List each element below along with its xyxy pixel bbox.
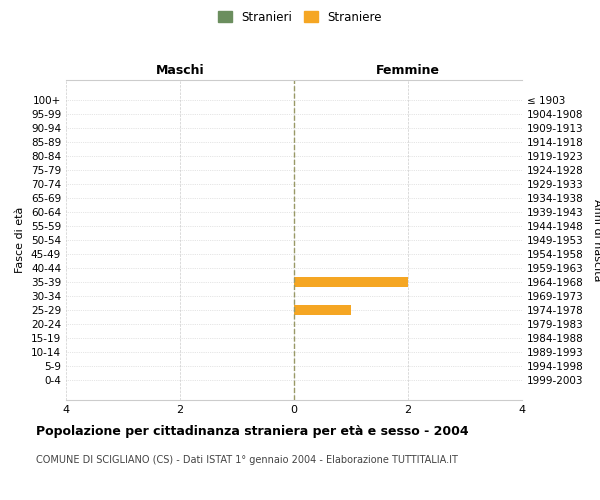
- Y-axis label: Fasce di età: Fasce di età: [16, 207, 25, 273]
- Bar: [294, 305, 351, 316]
- Text: COMUNE DI SCIGLIANO (CS) - Dati ISTAT 1° gennaio 2004 - Elaborazione TUTTITALIA.: COMUNE DI SCIGLIANO (CS) - Dati ISTAT 1°…: [36, 455, 458, 465]
- Text: Popolazione per cittadinanza straniera per età e sesso - 2004: Popolazione per cittadinanza straniera p…: [36, 425, 469, 438]
- Text: Femmine: Femmine: [376, 64, 440, 78]
- Bar: [294, 277, 408, 287]
- Legend: Stranieri, Straniere: Stranieri, Straniere: [213, 6, 387, 28]
- Y-axis label: Anni di nascita: Anni di nascita: [592, 198, 600, 281]
- Text: Maschi: Maschi: [155, 64, 205, 78]
